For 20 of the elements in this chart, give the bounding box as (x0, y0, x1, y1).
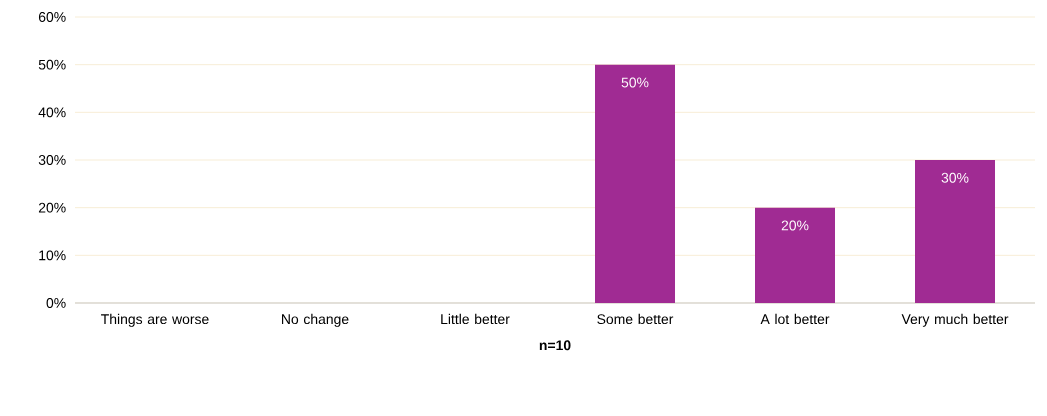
x-tick-label: Some better (597, 313, 674, 325)
data-label: 20% (781, 220, 809, 231)
data-label: 30% (941, 172, 969, 183)
x-axis-title: n=10 (539, 340, 571, 351)
y-tick-label: 50% (38, 59, 66, 70)
y-tick-label: 60% (38, 12, 66, 22)
data-label: 50% (621, 77, 649, 88)
y-tick-label: 40% (38, 107, 66, 118)
y-tick-label: 0% (46, 298, 66, 308)
x-tick-label: Little better (441, 313, 510, 325)
bar (595, 64, 675, 303)
x-tick-label: Very much better (901, 313, 1009, 327)
bar (915, 160, 995, 303)
x-tick-label: No change (282, 313, 349, 327)
y-tick-label: 10% (39, 250, 66, 261)
bar (755, 207, 835, 303)
x-tick-label: Things are worse (101, 313, 209, 327)
y-tick-label: 20% (38, 202, 66, 213)
y-tick-label: 30% (38, 155, 66, 165)
x-tick-label: A lot better (760, 313, 830, 325)
